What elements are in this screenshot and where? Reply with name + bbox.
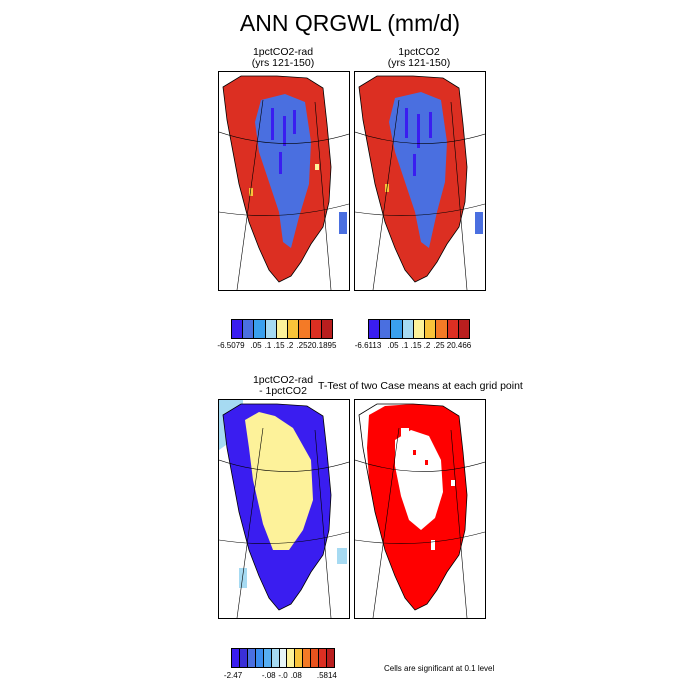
significance-note: Cells are significant at 0.1 level: [384, 664, 495, 673]
panel-title-line1: 1pctCO2-rad: [252, 374, 314, 386]
map-interior-fill: [389, 92, 447, 248]
colorbar-swatch: [311, 649, 320, 667]
map-panel-top-left: [218, 71, 350, 291]
panel-title-bottom-right: T-Test of two Case means at each grid po…: [318, 380, 523, 392]
colorbar-tick-label: -2.47: [223, 671, 243, 680]
map-panel-bottom-right: [354, 399, 486, 619]
colorbar-swatch: [232, 649, 240, 667]
colorbar-labels-top-left: -6.5079 .05 .1 .15 .2 .25 20.1895: [217, 341, 336, 353]
colorbar-tick-label: .5814: [316, 671, 337, 680]
colorbar-swatch: [413, 320, 426, 338]
colorbar-top-left: [231, 319, 333, 339]
colorbar-labels-difference: -2.47 -.08 -.0 .08 .5814: [224, 671, 337, 683]
colorbar-tick-label: .1: [264, 341, 272, 350]
colorbar-swatch: [380, 320, 392, 338]
colorbar-swatch: [243, 320, 255, 338]
greenland-map-significance: [355, 403, 485, 618]
colorbar-swatch: [232, 320, 244, 338]
greenland-map-difference: [219, 400, 349, 618]
colorbar-tick-label: -6.6113: [354, 341, 382, 350]
colorbar-swatch: [369, 320, 381, 338]
colorbar-swatch: [295, 649, 304, 667]
colorbar-tick-label: .08: [290, 671, 302, 680]
panel-title-top-right: 1pctCO2 (yrs 121-150): [354, 47, 484, 69]
map-grid-lines: [219, 99, 349, 290]
figure-title: ANN QRGWL (mm/d): [239, 10, 461, 36]
colorbar-tick-label: .05: [250, 341, 262, 350]
colorbar-tick-label: .1: [401, 341, 409, 350]
colorbar-swatch: [287, 649, 296, 667]
colorbar-labels-top-right: -6.6113 .05 .1 .15 .2 .25 20.466: [355, 341, 472, 353]
non-significant-cells: [395, 430, 443, 530]
colorbar-swatch: [279, 649, 288, 667]
greenland-map-1pctco2-rad: [219, 75, 349, 290]
panel-title-bottom-left: 1pctCO2-rad - 1pctCO2: [218, 375, 348, 397]
colorbar-top-right: [368, 319, 470, 339]
map-panel-bottom-left: [218, 399, 350, 619]
map-coastline: [358, 75, 468, 283]
colorbar-tick-label: .05: [387, 341, 399, 350]
colorbar-swatch: [436, 320, 448, 338]
colorbar-swatch: [458, 320, 469, 338]
colorbar-swatch: [288, 320, 300, 338]
map-coastline: [358, 403, 468, 611]
map-grid-lines: [355, 99, 485, 290]
colorbar-swatch: [391, 320, 403, 338]
colorbar-difference: [231, 648, 335, 668]
colorbar-swatch: [303, 649, 312, 667]
colorbar-tick-label: -6.5079: [217, 341, 245, 350]
colorbar-tick-label: 20.466: [446, 341, 472, 350]
map-grid-lines: [219, 427, 349, 618]
colorbar-tick-label: -.08: [261, 671, 276, 680]
greenland-map-1pctco2: [355, 75, 485, 290]
colorbar-swatch: [321, 320, 332, 338]
colorbar-swatch: [254, 320, 266, 338]
colorbar-swatch: [319, 649, 328, 667]
colorbar-tick-label: .15: [410, 341, 422, 350]
colorbar-swatch: [299, 320, 311, 338]
colorbar-tick-label: .25: [296, 341, 308, 350]
map-coastline: [222, 403, 332, 611]
colorbar-swatch: [310, 320, 322, 338]
map-coastline: [222, 75, 332, 283]
colorbar-tick-label: .2: [286, 341, 294, 350]
panel-title-top-left: 1pctCO2-rad (yrs 121-150): [218, 47, 348, 69]
panel-title-line2: - 1pctCO2: [259, 385, 307, 397]
panel-title-line1: 1pctCO2: [398, 46, 440, 58]
colorbar-swatch: [271, 649, 280, 667]
panel-title-line1: 1pctCO2-rad: [252, 46, 314, 58]
colorbar-tick-label: 20.1895: [307, 341, 337, 350]
colorbar-tick-label: .15: [273, 341, 285, 350]
colorbar-tick-label: .25: [433, 341, 445, 350]
colorbar-tick-label: .2: [423, 341, 431, 350]
colorbar-swatch: [239, 649, 248, 667]
colorbar-swatch: [402, 320, 414, 338]
colorbar-swatch: [263, 649, 272, 667]
panel-title-line2: (yrs 121-150): [251, 57, 315, 69]
colorbar-tick-label: -.0: [278, 671, 288, 680]
colorbar-swatch: [425, 320, 437, 338]
panel-title-line2: (yrs 121-150): [387, 57, 451, 69]
map-interior-fill: [255, 94, 311, 248]
colorbar-swatch: [327, 649, 334, 667]
panel-title-line1: T-Test of two Case means at each grid po…: [318, 380, 523, 392]
colorbar-swatch: [247, 649, 256, 667]
map-grid-lines: [355, 427, 485, 618]
colorbar-swatch: [276, 320, 289, 338]
map-panel-top-right: [354, 71, 486, 291]
map-interior-fill: [245, 412, 313, 550]
colorbar-swatch: [255, 649, 264, 667]
colorbar-swatch: [265, 320, 277, 338]
colorbar-swatch: [447, 320, 459, 338]
